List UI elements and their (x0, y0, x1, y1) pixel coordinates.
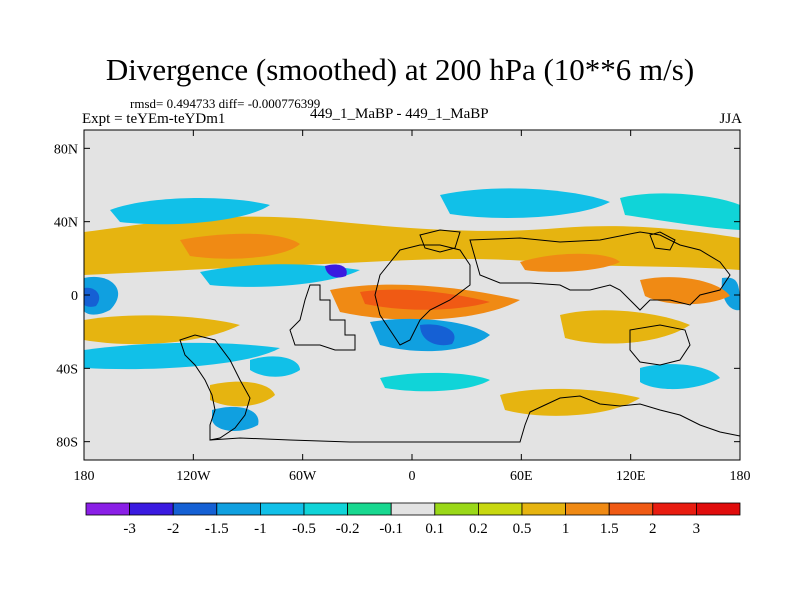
southern-ocean-negative (380, 372, 490, 392)
colorbar: -3 -2 -1.5 -1 -0.5 -0.2 -0.1 0.1 0.2 0.5 1 1.5 2 3 (85, 502, 741, 537)
americas-coastline (289, 284, 356, 351)
africa-coastline (374, 244, 471, 346)
equatorial-negative-west-core (84, 287, 100, 307)
sh-positive-patch (210, 381, 275, 407)
indian-positive (560, 310, 690, 344)
y-tick-label: 40N (54, 216, 78, 231)
stats-subtitle: rmsd= 0.494733 diff= -0.000776399 (130, 96, 321, 111)
colorbar-swatch (347, 502, 392, 516)
nh-negative-patch (620, 193, 740, 230)
colorbar-swatch (172, 502, 218, 516)
colorbar-label: 2 (649, 521, 657, 537)
colorbar-swatch (565, 502, 610, 516)
asia-coastline (469, 231, 731, 311)
contour-fill-field (84, 188, 740, 432)
colorbar-label: -0.5 (292, 521, 316, 537)
y-tick-label: 40S (56, 362, 78, 377)
colorbar-label: 0.1 (425, 521, 444, 537)
colorbar-label: -0.2 (336, 521, 360, 537)
tropical-negative-band (200, 264, 360, 287)
y-tick-label: 80S (56, 436, 78, 451)
atlantic-negative-core (325, 264, 347, 278)
colorbar-label: -3 (123, 521, 136, 537)
sh-negative-band (84, 342, 280, 370)
colorbar-swatch (85, 502, 130, 516)
colorbar-label: 0.2 (469, 521, 488, 537)
colorbar-label: -0.1 (379, 521, 403, 537)
case-label: 449_1_MaBP - 449_1_MaBP (310, 106, 489, 122)
x-tick-label: 60W (289, 469, 317, 484)
colorbar-swatch (477, 502, 523, 516)
nh-strong-positive (180, 233, 300, 259)
australia-coastline (629, 324, 691, 366)
colorbar-swatch (608, 502, 654, 516)
colorbar-swatch (216, 502, 261, 516)
season-label: JJA (719, 111, 742, 127)
colorbar-label: -1.5 (205, 521, 229, 537)
greenland-coastline (419, 229, 461, 253)
x-tick-label: 0 (409, 469, 416, 484)
sh-negative-patch (212, 406, 259, 432)
colorbar-swatch (696, 502, 741, 516)
colorbar-label: -1 (254, 521, 267, 537)
colorbar-swatch (434, 502, 479, 516)
colorbar-swatch (303, 502, 348, 516)
southern-ocean-negative (640, 364, 720, 390)
x-tick-label: 60E (510, 469, 533, 484)
coastline-overlay (179, 229, 741, 443)
x-tick-label: 180 (74, 469, 95, 484)
axes: 180 120W 60W 0 60E 120E 180 80N 40N 0 40S 80S (54, 130, 751, 484)
colorbar-label: 1 (562, 521, 570, 537)
south-america-coastline (179, 334, 251, 441)
colorbar-swatch (259, 502, 305, 516)
pacific-positive (640, 277, 730, 305)
pacific-islands-coastline (649, 231, 676, 251)
colorbar-swatch (652, 502, 697, 516)
experiment-label: Expt = teYEm-teYDm1 (82, 111, 226, 127)
colorbar-label: -2 (167, 521, 180, 537)
y-tick-label: 80N (54, 142, 78, 157)
southern-ocean-positive (500, 388, 640, 416)
x-tick-label: 120W (176, 469, 211, 484)
equatorial-positive-max (360, 289, 490, 310)
colorbar-swatch (390, 502, 436, 516)
colorbar-swatch (521, 502, 566, 516)
sh-negative-patch (250, 356, 300, 377)
colorbar-label: 0.5 (513, 521, 532, 537)
colorbar-label: 1.5 (600, 521, 619, 537)
y-tick-label: 0 (71, 289, 78, 304)
nh-negative-patch (440, 188, 610, 218)
colorbar-swatch (129, 502, 174, 516)
colorbar-label: 3 (693, 521, 701, 537)
sh-negative-africa-core (420, 324, 455, 346)
chart-title: Divergence (smoothed) at 200 hPa (10**6 … (105, 52, 695, 87)
antarctica-coastline (209, 395, 741, 443)
nh-strong-positive (520, 253, 620, 272)
x-tick-label: 180 (730, 469, 751, 484)
nh-negative-patch (110, 198, 270, 225)
x-tick-label: 120E (616, 469, 646, 484)
equatorial-negative-east (721, 277, 740, 311)
